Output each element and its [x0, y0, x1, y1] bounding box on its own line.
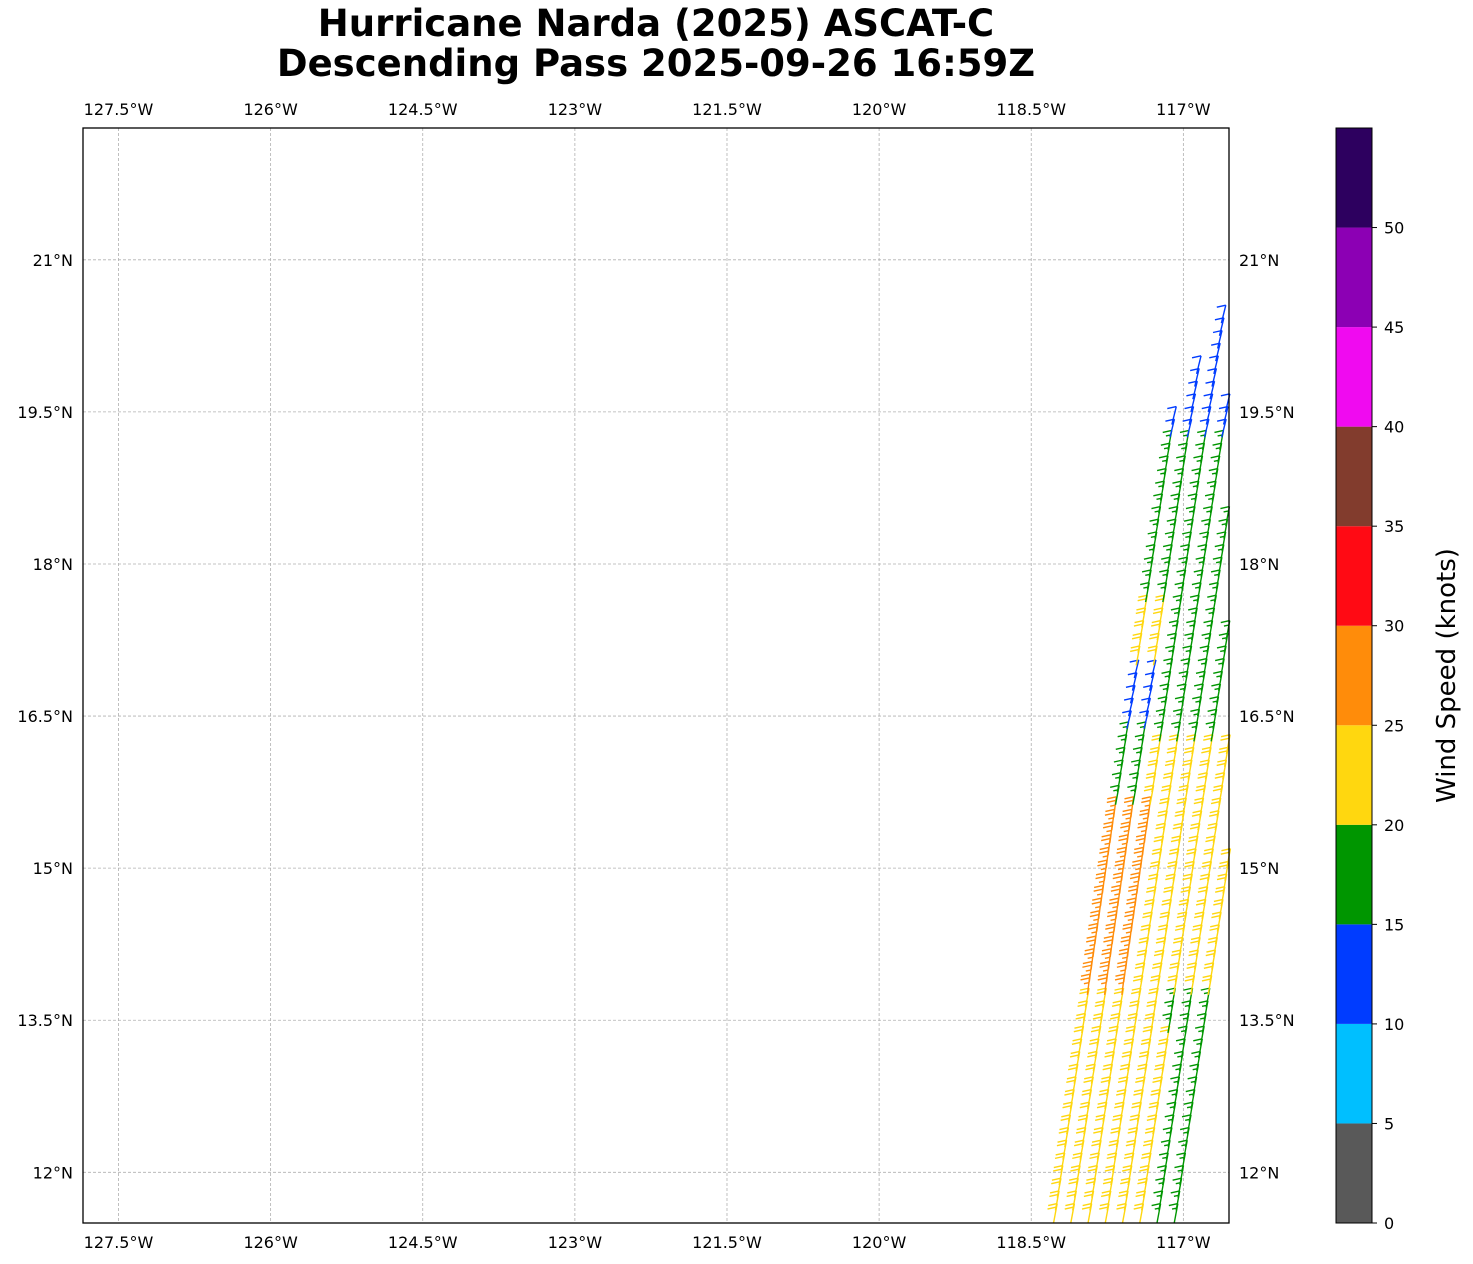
axis-tick-labels: 127.5°W 127.5°W 126°W 126°W 124.5°W 124.5°W 12… — [17, 100, 1294, 1252]
colorbar-tick-label: 40 — [1384, 418, 1404, 437]
colorbar-bin — [1336, 1023, 1372, 1124]
gridlines — [83, 128, 1229, 1223]
colorbar-tick-label: 10 — [1384, 1015, 1404, 1034]
lat-tick-label-right: 19.5°N — [1239, 403, 1295, 422]
wind-barb — [1191, 355, 1202, 375]
colorbar-tick-label: 25 — [1384, 716, 1404, 735]
lat-tick-label-left: 13.5°N — [17, 1011, 73, 1030]
lon-tick-label-bottom: 124.5°W — [388, 1233, 458, 1252]
lon-tick-label-bottom: 123°W — [548, 1233, 603, 1252]
lat-tick-label-right: 15°N — [1239, 859, 1279, 878]
colorbar-tick-label: 35 — [1384, 517, 1404, 536]
lon-tick-label-top: 126°W — [243, 100, 298, 119]
lon-tick-label-top: 118.5°W — [996, 100, 1066, 119]
colorbar-bin — [1336, 1123, 1372, 1223]
lat-tick-label-left: 15°N — [33, 859, 73, 878]
colorbar-bin — [1336, 227, 1372, 328]
lon-tick-label-bottom: 120°W — [852, 1233, 907, 1252]
colorbar-bin — [1336, 824, 1372, 925]
colorbar: 0 5 10 15 20 25 30 35 40 45 50 Wind Speed (knots) — [1335, 127, 1462, 1233]
figure-title: Hurricane Narda (2025) ASCAT-C Descendin… — [83, 4, 1229, 84]
lat-tick-label-left: 19.5°N — [17, 403, 73, 422]
colorbar-tick-label: 0 — [1384, 1214, 1394, 1233]
lon-tick-label-top: 121.5°W — [692, 100, 762, 119]
colorbar-bin — [1336, 526, 1372, 626]
lat-tick-label-left: 16.5°N — [17, 707, 73, 726]
colorbar-tick-label: 20 — [1384, 816, 1404, 835]
lat-tick-label-left: 12°N — [33, 1163, 73, 1182]
lon-tick-label-top: 117°W — [1156, 100, 1211, 119]
lon-tick-label-top: 124.5°W — [388, 100, 458, 119]
colorbar-bin — [1336, 327, 1372, 427]
wind-barb — [1216, 304, 1227, 324]
wind-barb — [1220, 505, 1231, 527]
lon-tick-label-bottom: 121.5°W — [692, 1233, 762, 1252]
colorbar-tick-label: 45 — [1384, 318, 1404, 337]
colorbar-bin — [1336, 128, 1372, 228]
lat-tick-label-left: 18°N — [33, 555, 73, 574]
colorbar-tick-label: 50 — [1384, 219, 1404, 238]
colorbar-bin — [1336, 924, 1372, 1024]
map-frame — [82, 127, 1230, 1224]
lat-tick-label-right: 13.5°N — [1239, 1011, 1295, 1030]
colorbar-tick-label: 30 — [1384, 617, 1404, 636]
wind-barb — [1123, 796, 1135, 818]
lon-tick-label-top: 120°W — [852, 100, 907, 119]
lon-tick-label-top: 127.5°W — [84, 100, 154, 119]
lat-tick-label-right: 16.5°N — [1239, 707, 1295, 726]
colorbar-title: Wind Speed (knots) — [1432, 548, 1462, 803]
colorbar-tick-label: 5 — [1384, 1114, 1394, 1133]
lat-tick-label-left: 21°N — [33, 251, 73, 270]
wind-barb — [1167, 405, 1177, 425]
colorbar-tick-label: 15 — [1384, 915, 1404, 934]
colorbar-bin — [1336, 426, 1372, 527]
colorbar-bin — [1336, 625, 1372, 726]
wind-barbs — [1047, 304, 1232, 1224]
lon-tick-label-bottom: 117°W — [1156, 1233, 1211, 1252]
colorbar-bin — [1336, 725, 1372, 825]
lat-tick-label-right: 12°N — [1239, 1163, 1279, 1182]
lat-tick-label-right: 21°N — [1239, 251, 1279, 270]
lon-tick-label-bottom: 118.5°W — [996, 1233, 1066, 1252]
title-line-2: Descending Pass 2025-09-26 16:59Z — [276, 42, 1036, 85]
wind-barb — [1091, 897, 1102, 919]
colorbar-frame — [1335, 127, 1373, 1224]
title-line-1: Hurricane Narda (2025) ASCAT-C — [317, 2, 995, 45]
lon-tick-label-top: 123°W — [548, 100, 603, 119]
lon-tick-label-bottom: 126°W — [243, 1233, 298, 1252]
lat-tick-label-right: 18°N — [1239, 555, 1279, 574]
lon-tick-label-bottom: 127.5°W — [84, 1233, 154, 1252]
